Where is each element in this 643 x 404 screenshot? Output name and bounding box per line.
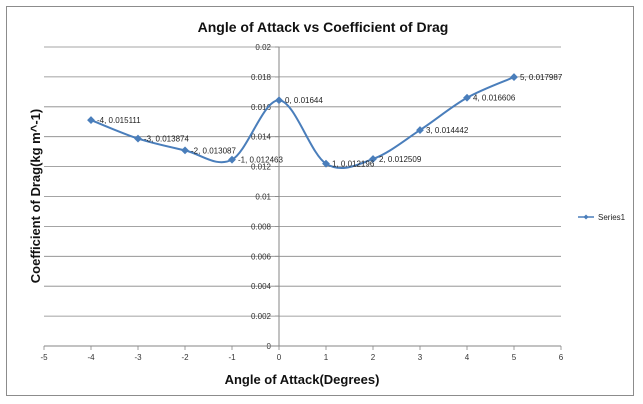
y-tick-label: 0.014 (251, 133, 272, 142)
x-axis-title: Angle of Attack(Degrees) (225, 372, 380, 387)
x-tick-label: 5 (512, 353, 517, 362)
data-label: 1, 0.012196 (332, 160, 375, 169)
y-tick-label: 0.018 (251, 73, 272, 82)
data-label: -2, 0.013087 (191, 146, 236, 155)
data-label: -1, 0.012463 (238, 156, 283, 165)
data-point (181, 146, 189, 155)
chart-frame (6, 6, 634, 396)
y-tick-label: 0.012 (251, 163, 272, 172)
data-labels: -4, 0.015111 -3, 0.013874-2, 0.013087-1, … (97, 73, 563, 169)
data-label: -3, 0.013874 (144, 135, 189, 144)
data-label: 4, 0.016606 (473, 94, 516, 103)
legend: Series1 (578, 213, 626, 222)
x-tick-label: 3 (418, 353, 423, 362)
x-tick-label: -5 (40, 353, 48, 362)
y-tick-label: 0.008 (251, 222, 272, 231)
x-tick-label: 4 (465, 353, 470, 362)
y-tick-label: 0.004 (251, 282, 272, 291)
x-tick-label: -4 (87, 353, 95, 362)
series-line (90, 76, 515, 169)
x-tick-label: -3 (134, 353, 142, 362)
data-point (228, 155, 236, 164)
data-point (87, 116, 95, 124)
legend-label: Series1 (598, 213, 626, 222)
y-tick-label: 0.016 (251, 103, 272, 112)
data-label: 3, 0.014442 (426, 126, 469, 135)
data-point (322, 159, 330, 168)
y-tick-label: 0.01 (255, 193, 271, 202)
data-point (463, 93, 471, 102)
x-tick-label: 2 (371, 353, 376, 362)
data-label: 5, 0.017987 (520, 73, 563, 82)
y-tick-label: 0.002 (251, 312, 272, 321)
x-tick-label: 6 (559, 353, 564, 362)
x-tick-label: -2 (181, 353, 189, 362)
data-label: 2, 0.012509 (379, 155, 422, 164)
gridlines (44, 46, 561, 347)
x-tick-label: 0 (277, 353, 282, 362)
chart-title: Angle of Attack vs Coefficient of Drag (198, 19, 449, 35)
data-point (369, 155, 377, 163)
y-tick-label: 0.02 (255, 43, 271, 52)
data-point (416, 126, 424, 134)
legend-marker (583, 214, 589, 220)
data-point (275, 96, 283, 105)
x-tick-label: -1 (228, 353, 236, 362)
data-point (510, 73, 518, 82)
y-tick-label: 0.006 (251, 252, 272, 261)
axes: 0 0.002 0.004 0.006 0.008 0.01 0.012 0.014 0.016… (40, 43, 563, 362)
data-point (134, 134, 142, 143)
x-tick-label: 1 (324, 353, 329, 362)
series-layer (87, 73, 518, 169)
y-axis-title: Coefficient of Drag(kg m^-1) (28, 109, 43, 283)
data-label: 0, 0.01644 (285, 96, 323, 105)
data-label: -4, 0.015111 (97, 116, 141, 125)
